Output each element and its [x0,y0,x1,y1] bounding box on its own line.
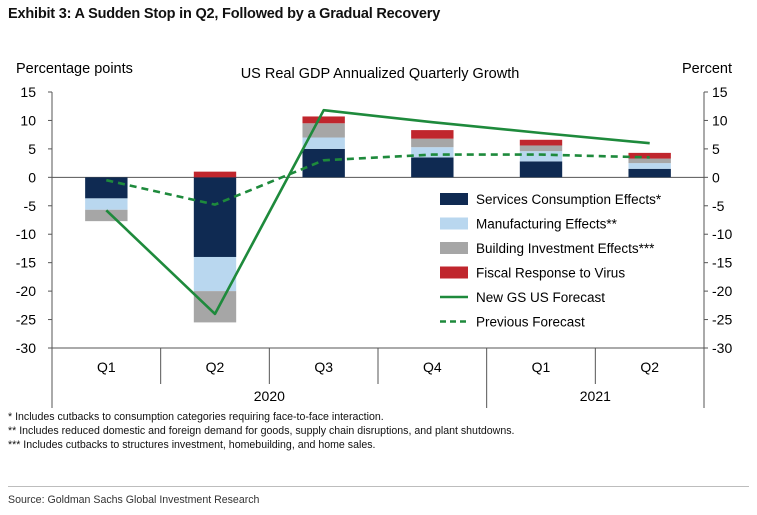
right-tick-label: -25 [712,312,732,328]
bar-segment [628,168,671,178]
category-label: Q1 [532,359,551,375]
source-note: Source: Goldman Sachs Global Investment … [8,494,260,506]
bar-segment [411,130,454,139]
bar-segment [519,139,563,146]
bar-segment [628,163,671,169]
bar-segment [519,145,563,152]
right-tick-label: -10 [712,226,732,242]
legend-label: Building Investment Effects*** [476,241,655,256]
footnote: * Includes cutbacks to consumption categ… [8,411,384,423]
divider [8,486,749,487]
legend-label: Previous Forecast [476,315,585,330]
category-label: Q1 [97,359,116,375]
year-label: 2020 [254,388,285,404]
bar-segment [85,209,128,222]
left-axis-label: Percentage points [16,61,133,77]
bar-segment [628,158,671,164]
right-tick-label: -30 [712,340,732,356]
legend-swatch [440,266,468,279]
chart-title: US Real GDP Annualized Quarterly Growth [241,66,520,82]
footnotes: * Includes cutbacks to consumption categ… [8,410,514,452]
bar-segment [628,152,671,159]
right-tick-label: 10 [712,112,728,128]
legend-swatch [440,217,468,230]
left-tick-label: -25 [16,312,36,328]
footnote: *** Includes cutbacks to structures inve… [8,439,376,451]
legend-label: Manufacturing Effects** [476,217,618,232]
bar-segment [85,177,128,199]
bar-segment [411,157,454,178]
exhibit-title: Exhibit 3: A Sudden Stop in Q2, Followed… [8,6,441,22]
year-label: 2021 [580,388,611,404]
bar-segment [302,137,345,149]
right-tick-label: -5 [712,198,725,214]
bar-segment [411,138,454,148]
left-tick-label: -10 [16,226,36,242]
new-forecast-line [105,108,650,316]
chart: US Real GDP Annualized Quarterly Growth … [16,61,732,408]
legend-swatch [440,193,468,205]
legend-label: Services Consumption Effects* [476,192,662,207]
bar-segment [193,177,237,257]
left-tick-label: -30 [16,340,36,356]
left-tick-label: -15 [16,255,36,271]
left-tick-label: 10 [20,112,36,128]
category-label: Q2 [206,359,225,375]
bar-segment [302,123,345,138]
left-tick-label: -5 [24,198,37,214]
bar-segment [302,116,345,124]
right-tick-label: 15 [712,84,728,100]
right-tick-label: 5 [712,141,720,157]
bar-segment [519,161,563,178]
left-tick-label: 15 [20,84,36,100]
left-tick-label: -20 [16,283,36,299]
bar-segment [302,148,345,178]
left-tick-label: 0 [28,169,36,185]
category-label: Q4 [423,359,442,375]
legend-label: Fiscal Response to Virus [476,266,625,281]
legend-swatch [440,242,468,254]
left-tick-label: 5 [28,141,36,157]
legend-label: New GS US Forecast [476,290,605,305]
bar-segment [411,147,454,158]
bar-segment [85,198,128,210]
category-label: Q2 [640,359,659,375]
bar-segment [193,171,237,178]
bar-segment [193,291,237,323]
right-axis-label: Percent [682,61,732,77]
right-tick-label: 0 [712,169,720,185]
right-tick-label: -15 [712,255,732,271]
bar-segment [519,151,563,162]
footnote: ** Includes reduced domestic and foreign… [8,425,515,437]
right-tick-label: -20 [712,283,732,299]
category-label: Q3 [314,359,333,375]
